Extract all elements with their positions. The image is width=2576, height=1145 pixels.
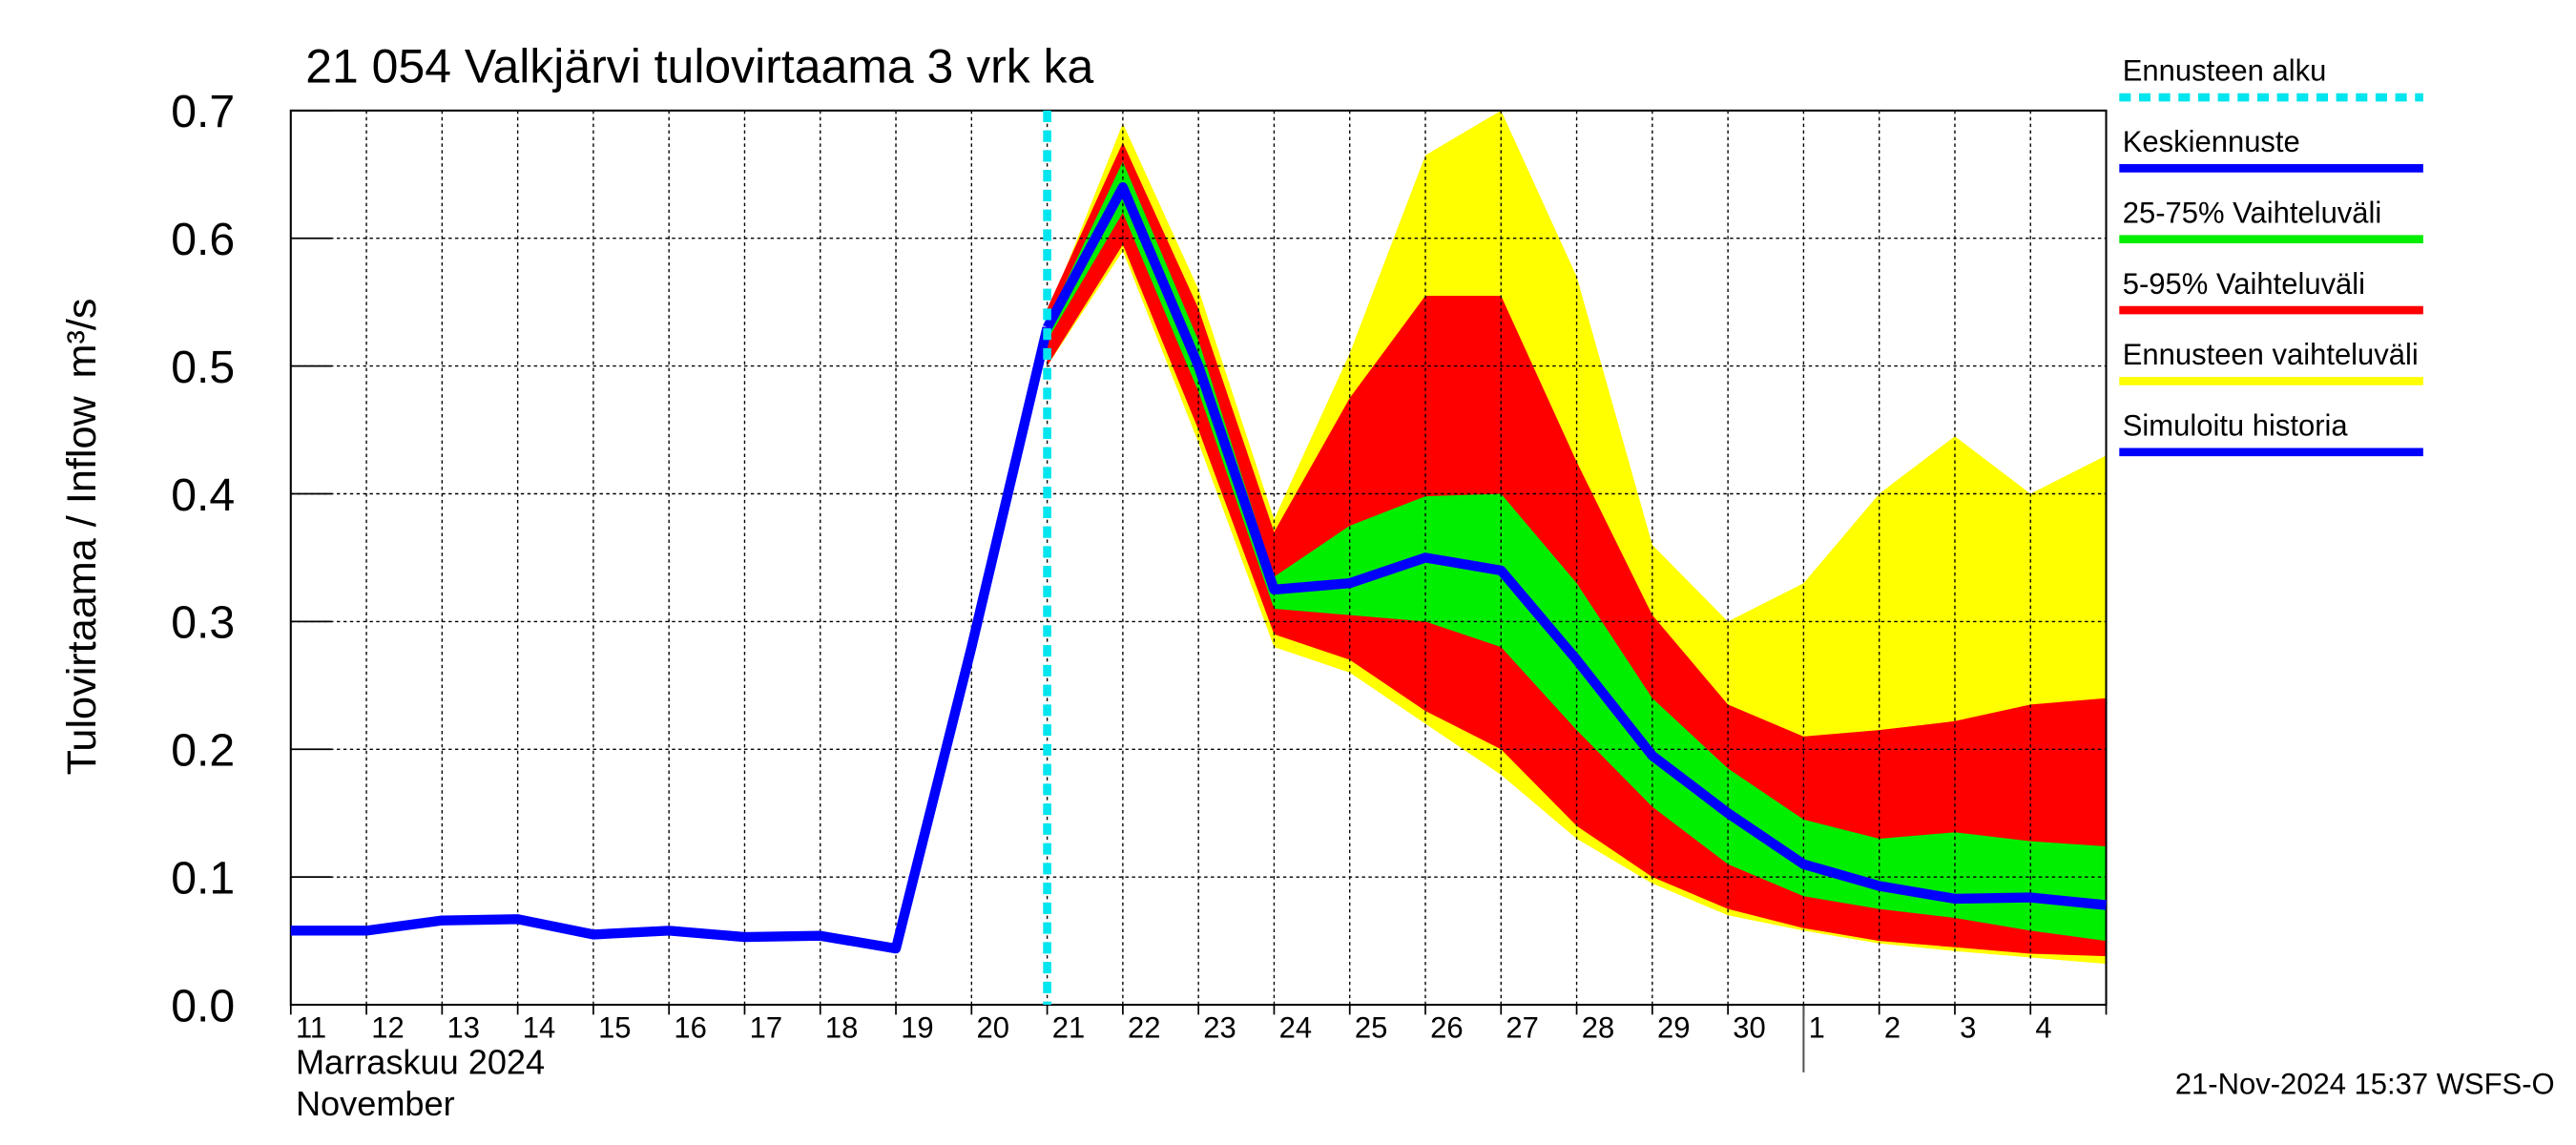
x-tick-label: 3 [1960, 1011, 1976, 1045]
x-tick-label: 18 [825, 1011, 858, 1045]
x-tick-label: 16 [674, 1011, 706, 1045]
legend-label: 25-75% Vaihteluväli [2123, 196, 2382, 229]
line-series [1043, 181, 2108, 910]
legend-label: Ennusteen vaihteluväli [2123, 338, 2419, 371]
legend-label: 5-95% Vaihteluväli [2123, 267, 2365, 301]
y-axis-label: Tulovirtaama / Inflow [59, 395, 105, 775]
legend-label: Simuloitu historia [2123, 408, 2349, 442]
x-tick-label: 27 [1506, 1011, 1538, 1045]
x-tick-label: 1 [1809, 1011, 1825, 1045]
x-tick-label: 23 [1203, 1011, 1236, 1045]
y-tick-label: 0.2 [171, 724, 235, 776]
x-tick-label: 30 [1733, 1011, 1765, 1045]
x-tick-label: 26 [1430, 1011, 1463, 1045]
x-tick-label: 11 [296, 1011, 326, 1045]
x-tick-label: 15 [598, 1011, 631, 1045]
x-tick-label: 2 [1884, 1011, 1901, 1045]
y-tick-label: 0.7 [171, 86, 235, 137]
x-tick-label: 13 [447, 1011, 480, 1045]
y-tick-label: 0.5 [171, 342, 235, 393]
legend-label: Ennusteen alku [2123, 54, 2327, 88]
y-axis-unit: m³/s [59, 298, 105, 378]
y-tick-label: 0.6 [171, 214, 235, 265]
y-tick-label: 0.4 [171, 469, 235, 521]
x-tick-label: 19 [901, 1011, 933, 1045]
x-tick-label: 14 [523, 1011, 555, 1045]
x-tick-label: 21 [1052, 1011, 1085, 1045]
x-tick-label: 25 [1355, 1011, 1387, 1045]
x-tick-label: 4 [2035, 1011, 2051, 1045]
line-series [290, 326, 1052, 954]
x-tick-label: 28 [1582, 1011, 1614, 1045]
x-tick-label: 29 [1657, 1011, 1690, 1045]
footer: 21-Nov-2024 15:37 WSFS-O [2175, 1067, 2555, 1100]
x-tick-label: 20 [976, 1011, 1008, 1045]
y-tick-label: 0.0 [171, 980, 235, 1031]
x-tick-label: 17 [750, 1011, 782, 1045]
chart-title: 21 054 Valkjärvi tulovirtaama 3 vrk ka [305, 39, 1093, 93]
legend-label: Keskiennuste [2123, 125, 2300, 158]
month-label-en: November [296, 1084, 455, 1123]
y-tick-label: 0.1 [171, 852, 235, 904]
x-tick-label: 22 [1128, 1011, 1160, 1045]
x-tick-label: 12 [371, 1011, 404, 1045]
month-label: Marraskuu 2024 [296, 1043, 545, 1082]
plot-frame [289, 109, 2108, 1007]
y-tick-label: 0.3 [171, 597, 235, 649]
x-tick-label: 24 [1279, 1011, 1312, 1045]
